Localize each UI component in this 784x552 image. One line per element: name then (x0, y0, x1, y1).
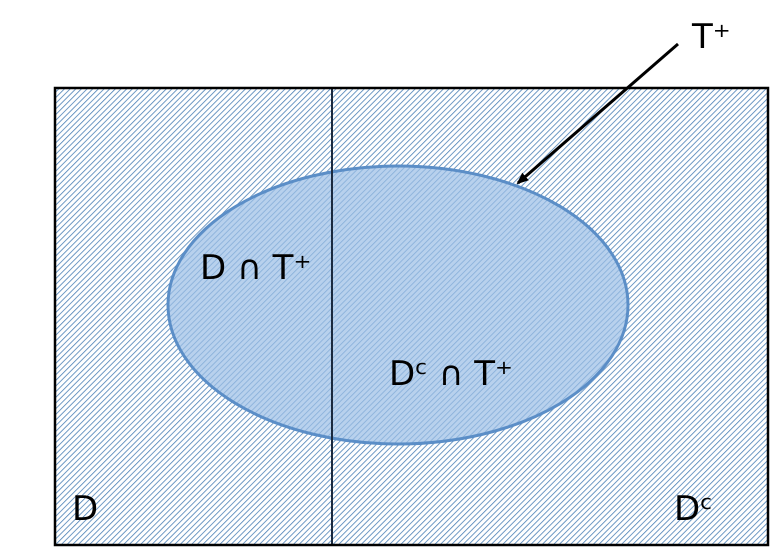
sample-space-border (53, 86, 770, 547)
dc-set-label: Dᶜ (674, 489, 713, 529)
d-set-label: D (72, 489, 98, 529)
t-plus-label: T⁺ (691, 17, 731, 57)
t-plus-ellipse (166, 164, 630, 446)
d-intersect-t-plus-label: D ∩ T⁺ (200, 248, 311, 288)
t-plus-arrow (516, 42, 679, 185)
dc-intersect-t-plus-label: Dᶜ ∩ T⁺ (389, 354, 513, 394)
